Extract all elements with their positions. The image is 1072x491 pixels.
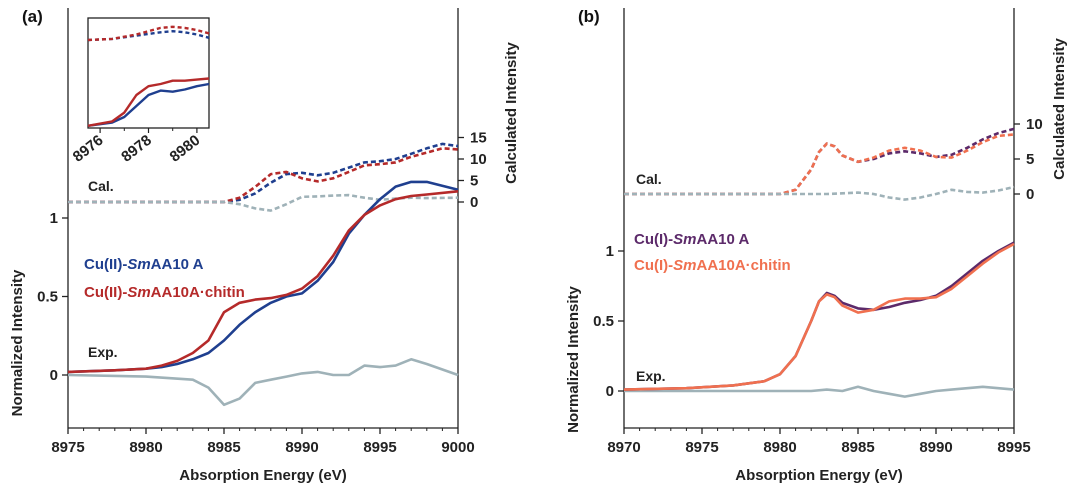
calc-line-calc-difference (624, 185, 1015, 201)
x-tick-label: 8995 (997, 439, 1030, 456)
exp-line-difference (624, 385, 1015, 398)
x-tick-label: 9000 (441, 439, 474, 456)
inset-frame (87, 17, 210, 129)
inset-line-cu-ii-smaa10a-chitin-calc (87, 25, 210, 42)
exp-line-difference (67, 358, 459, 407)
panel-b: 8970 8975 8980 8985 8990 8995 Absorption Energ… (565, 7, 1068, 484)
cal-annotation: Cal. (88, 178, 114, 194)
legend-italic: Sm (127, 284, 150, 301)
x-tick-label: 8970 (607, 439, 640, 456)
left-tick-label: 0.5 (37, 289, 58, 306)
x-axis-label: Absorption Energy (eV) (735, 467, 903, 484)
calc-line-cu-i-smaa10a-chitin-calc (624, 133, 1015, 196)
legend-prefix: Cu(II)- (84, 284, 127, 301)
panel-label: (a) (22, 7, 43, 26)
right-axis-label: Calculated Intensity (503, 41, 520, 183)
right-axis-label: Calculated Intensity (1051, 37, 1068, 179)
legend-entry-2: Cu(II)-SmAA10A·chitin (84, 284, 245, 301)
calc-line-cu-i-smaa10-a-calc (624, 127, 1015, 196)
x-tick-label: 8975 (51, 439, 84, 456)
right-tick-label: 10 (470, 151, 487, 168)
x-tick-label: 8990 (919, 439, 952, 456)
right-tick-label: 15 (470, 130, 487, 147)
right-tick-label: 10 (1026, 116, 1043, 133)
exp-line-cu-ii-smaa10a-chitin (67, 190, 459, 374)
exp-line-cu-ii-smaa10-a (67, 180, 459, 374)
legend-suffix: AA10 A (151, 256, 204, 273)
left-axis-label: Normalized Intensity (9, 269, 26, 416)
exp-annotation: Exp. (88, 344, 118, 360)
legend-italic: Sm (673, 231, 696, 248)
x-tick-label: 8980 (763, 439, 796, 456)
legend-suffix: AA10A·chitin (697, 257, 791, 274)
x-tick-label: 8985 (841, 439, 874, 456)
legend-entry-1: Cu(II)-SmAA10 A (84, 256, 204, 273)
right-tick-label: 5 (470, 173, 478, 190)
right-tick-label: 5 (1026, 151, 1034, 168)
left-tick-label: 0 (606, 383, 614, 400)
x-tick-label: 8980 (129, 439, 162, 456)
exp-line-cu-i-smaa10a-chitin (623, 242, 1015, 391)
calc-line-cu-ii-smaa10a-chitin-calc (68, 147, 459, 204)
right-tick-label: 0 (470, 194, 478, 211)
left-tick-label: 1 (50, 210, 58, 227)
legend-entry-2: Cu(I)-SmAA10A·chitin (634, 257, 791, 274)
inset-line-cu-ii-smaa10a-chitin (87, 77, 210, 127)
left-axis-label: Normalized Intensity (565, 285, 582, 432)
inset-x-tick-label: 8980 (167, 132, 204, 166)
left-tick-label: 0 (50, 367, 58, 384)
panel-label: (b) (578, 7, 600, 26)
x-axis-label: Absorption Energy (eV) (179, 467, 347, 484)
legend-prefix: Cu(II)- (84, 256, 127, 273)
inset-line-cu-ii-smaa10-a (87, 82, 210, 127)
x-tick-label: 8995 (363, 439, 396, 456)
legend-entry-1: Cu(I)-SmAA10 A (634, 231, 749, 248)
x-tick-label: 8975 (685, 439, 718, 456)
inset-x-tick-label: 8976 (70, 132, 107, 166)
legend-italic: Sm (127, 256, 150, 273)
exp-annotation: Exp. (636, 368, 666, 384)
inset-x-tick-label: 8978 (118, 132, 155, 166)
panel-a: 8975 8980 8985 8990 8995 9000 Absorption Energ… (9, 7, 520, 484)
cal-annotation: Cal. (636, 171, 662, 187)
left-tick-label: 0.5 (593, 313, 614, 330)
legend-italic: Sm (673, 257, 696, 274)
legend-prefix: Cu(I)- (634, 257, 673, 274)
left-tick-label: 1 (606, 243, 614, 260)
legend-prefix: Cu(I)- (634, 231, 673, 248)
legend-suffix: AA10 A (697, 231, 750, 248)
inset: 8976 8978 8980 (70, 17, 210, 166)
x-tick-label: 8985 (207, 439, 240, 456)
calc-line-cu-ii-smaa10-a-calc (68, 142, 459, 204)
legend-suffix: AA10A·chitin (151, 284, 245, 301)
x-tick-label: 8990 (285, 439, 318, 456)
right-tick-label: 0 (1026, 186, 1034, 203)
